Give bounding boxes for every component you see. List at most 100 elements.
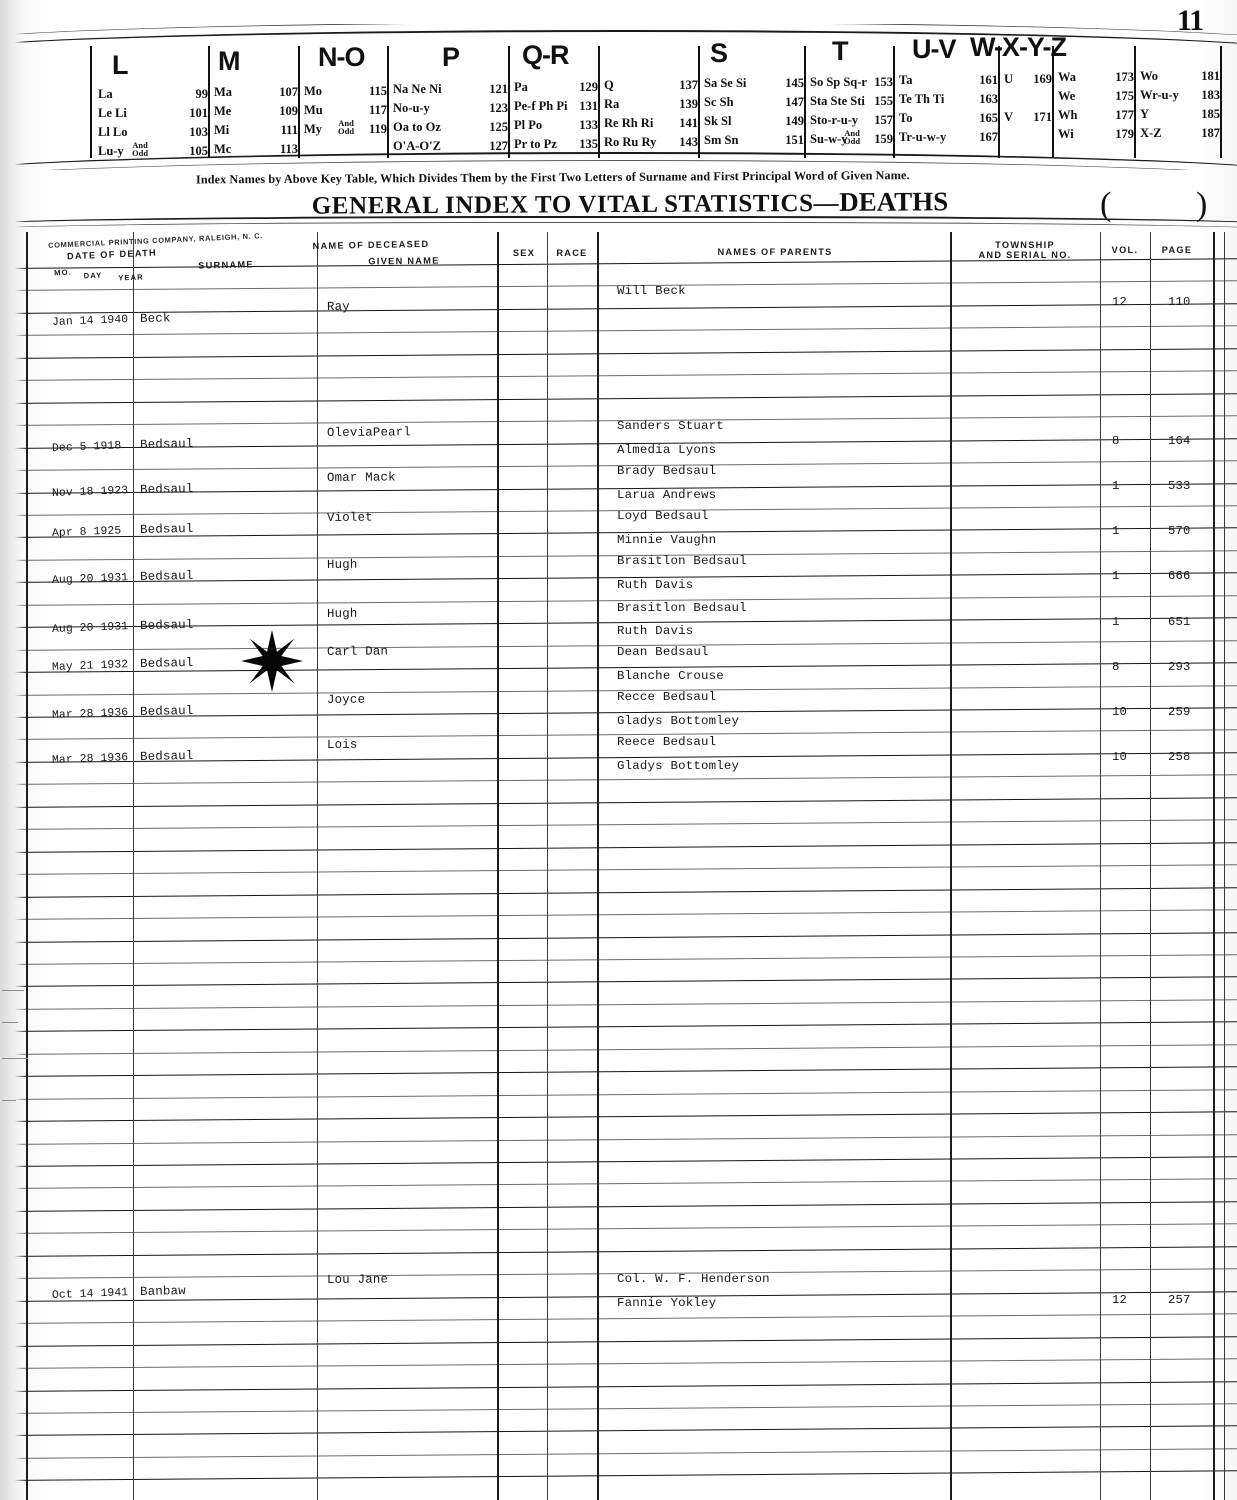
key-table-number: 161: [979, 73, 998, 87]
ledger-rule: [0, 1088, 1237, 1100]
ledger-rule: [0, 1470, 1237, 1482]
ledger-rule: [0, 1201, 1237, 1212]
key-table-divider: [598, 46, 600, 158]
ledger-rule: [0, 1335, 1237, 1347]
entry-surname: Beck: [139, 311, 171, 326]
key-table-range: Pe-f Ph Pi: [514, 99, 568, 113]
key-table-rules: [0, 24, 1237, 170]
key-table-divider: [387, 46, 389, 158]
ledger-column-line: [1213, 232, 1215, 1500]
title-dash: —: [813, 189, 840, 218]
key-table-number: 111: [280, 123, 298, 137]
entry-parent-father: Col. W. F. Henderson: [617, 1272, 770, 1286]
ledger-column-line: [1224, 232, 1225, 1500]
ledger-rule: [0, 886, 1237, 898]
entry-surname: Bedsaul: [139, 521, 194, 537]
entry-given-name: Violet: [326, 510, 373, 525]
key-table-range: Ro Ru Ry: [604, 135, 657, 149]
key-table-number: 103: [189, 125, 208, 139]
ledger-rule: [0, 392, 1237, 404]
ledger-rule: [0, 954, 1237, 965]
ledger-rule: [0, 841, 1237, 853]
key-table-number: 155: [874, 94, 893, 108]
key-table-letter: T: [832, 36, 848, 66]
entry-vol: 1: [1112, 479, 1120, 493]
entry-surname: Bedsaul: [139, 481, 194, 497]
ledger-rule: [0, 325, 1237, 337]
key-table-letter: P: [442, 42, 460, 72]
header-township: TOWNSHIP: [995, 240, 1055, 250]
ledger-column-line: [597, 232, 599, 1500]
ledger-rule: [0, 1313, 1237, 1325]
key-table-range: Tr-u-w-y: [899, 130, 947, 144]
ledger-rule: [0, 931, 1237, 943]
key-table-letter: M: [218, 46, 240, 76]
entry-vol: 12: [1112, 1293, 1128, 1307]
entry-parent-mother: Ruth Davis: [617, 624, 694, 638]
key-table-number: 135: [579, 137, 598, 151]
ledger-rule: [0, 303, 1237, 314]
header-names-of-parents: NAMES OF PARENTS: [717, 247, 833, 257]
key-table-range: So Sp Sq-r: [810, 75, 867, 89]
title-deaths: DEATHS: [839, 186, 949, 217]
key-table-range: Wo: [1140, 69, 1159, 83]
ledger-column-line: [133, 232, 134, 1500]
key-table-number: 145: [785, 76, 804, 90]
key-table-number: 129: [579, 80, 598, 94]
key-table-divider: [1052, 46, 1054, 158]
entry-page: 164: [1168, 434, 1191, 448]
entry-vol: 1: [1112, 569, 1120, 583]
key-table-number: 187: [1201, 126, 1220, 140]
entry-parent-mother: Almedia Lyons: [617, 443, 717, 457]
key-table-range: Q: [604, 78, 614, 92]
key-table-range: Na Ne Ni: [393, 82, 442, 96]
key-table-range: Mu: [304, 103, 323, 117]
entry-page: 570: [1168, 524, 1191, 538]
key-table-number: 117: [368, 103, 387, 117]
entry-vol: 10: [1112, 750, 1128, 764]
title-rule-upper: [0, 216, 1237, 234]
entry-given-name: Ray: [326, 299, 350, 314]
key-table-number: 177: [1115, 108, 1134, 122]
ledger-column-line: [497, 232, 499, 1500]
key-table-number: 121: [489, 82, 508, 96]
entry-surname: Bedsaul: [139, 568, 194, 584]
key-table-range: Te Th Ti: [899, 92, 945, 106]
ledger-rule: [0, 1380, 1237, 1392]
key-table-number: 153: [874, 75, 893, 89]
paren-right: ): [1196, 186, 1208, 223]
key-table-range: Mc: [214, 142, 232, 156]
ledger-rule: [0, 774, 1237, 786]
entry-given-name: Lois: [326, 737, 358, 752]
entry-given-name: OleviaPearl: [326, 425, 412, 440]
ledger-column-line: [1100, 232, 1101, 1500]
ledger-rule: [0, 909, 1237, 921]
key-table-number: 101: [189, 106, 208, 120]
key-table-number: 185: [1201, 107, 1220, 121]
entry-surname: Bedsaul: [139, 617, 194, 633]
key-table-range: We: [1058, 89, 1076, 103]
key-table-number: 105: [189, 144, 208, 158]
key-table-number: 171: [1033, 110, 1052, 124]
entry-surname: Bedsaul: [139, 655, 194, 671]
key-table-divider: [1220, 46, 1222, 158]
ledger-rule: [0, 1044, 1237, 1055]
key-table-range: Re Rh Ri: [604, 116, 654, 130]
key-table-number: 165: [979, 111, 998, 125]
key-table-range: Sm Sn: [704, 133, 739, 147]
entry-page: 259: [1168, 705, 1191, 719]
key-table-divider: [208, 46, 210, 158]
title-main: GENERAL INDEX TO VITAL STATISTICS: [311, 190, 814, 220]
key-table-divider: [508, 46, 510, 158]
star-burst-mark: [241, 630, 303, 692]
key-table-range: Sto-r-u-y: [810, 113, 859, 127]
entry-page: 258: [1168, 750, 1191, 764]
ledger-rule: [0, 1358, 1237, 1370]
key-table-divider: [1134, 46, 1136, 158]
key-table-range: V: [1004, 110, 1014, 124]
entry-surname: Banbaw: [139, 1284, 186, 1299]
key-table-divider: [698, 46, 700, 158]
key-table-range: Wh: [1058, 108, 1078, 122]
header-race: RACE: [556, 248, 588, 258]
